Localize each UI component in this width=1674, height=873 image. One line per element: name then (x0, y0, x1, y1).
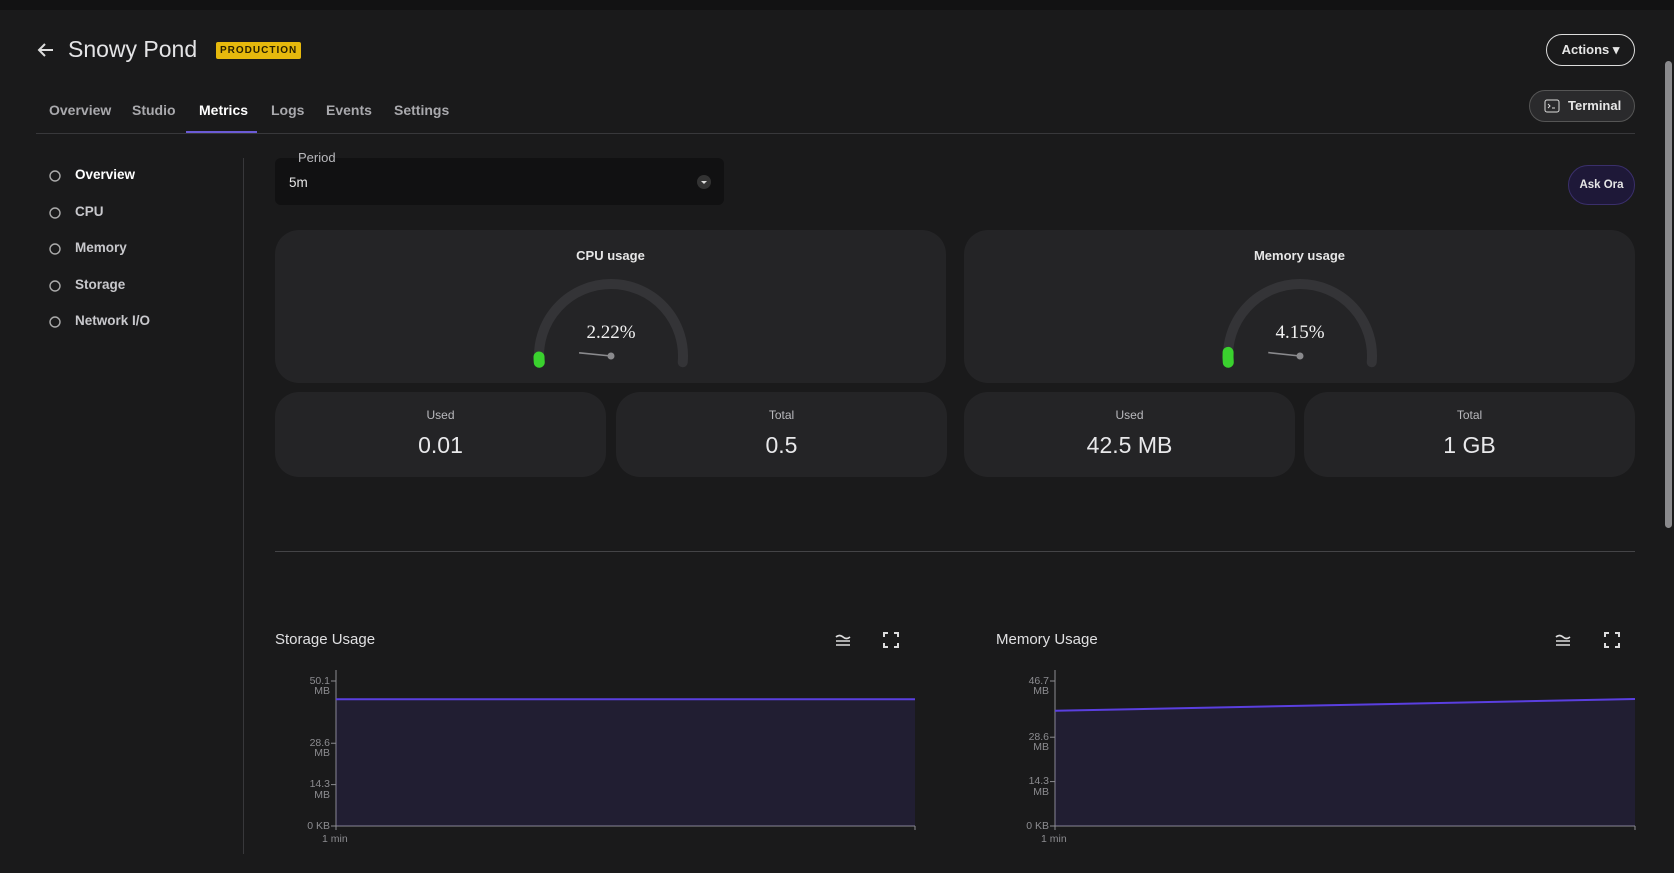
period-value: 5m (289, 175, 308, 190)
x-tick-label: 1 min (1041, 833, 1067, 845)
sidebar-item[interactable]: Memory (75, 240, 127, 255)
period-label: Period (298, 150, 336, 165)
area (336, 699, 915, 826)
title: Snowy Pond (68, 36, 198, 62)
actions-label: Actions (1561, 42, 1610, 57)
y-tick-label: 28.6 MB (1028, 730, 1049, 754)
gauge-needle (578, 351, 612, 357)
x-tick-label: 1 min (322, 833, 348, 845)
chart-title: Memory Usage (996, 631, 1098, 648)
terminal-label: Terminal (1568, 98, 1622, 113)
stat-value: 0.5 (765, 432, 798, 458)
icon-shape (49, 243, 61, 255)
sidebar-item[interactable]: Network I/O (75, 313, 151, 328)
tab[interactable]: Events (326, 102, 372, 118)
y-tick-label: 14.3 MB (1028, 775, 1049, 798)
actions-button[interactable]: Actions ▾ (1546, 34, 1635, 66)
terminal-button[interactable]: Terminal (1529, 90, 1635, 122)
line (1054, 698, 1636, 712)
sidebar-icon (49, 206, 61, 219)
y-tick-label: 0 KB (1026, 819, 1049, 832)
sidebar-item[interactable]: Storage (75, 276, 126, 292)
gauge-title: Memory usage (1253, 248, 1346, 263)
stat-card: Total 0.5 (616, 392, 947, 477)
chart-title: Storage Usage (275, 631, 376, 648)
sidebar-divider (243, 158, 244, 854)
section-divider (275, 551, 1635, 552)
stat-label: Used (426, 408, 455, 422)
tab[interactable]: Studio (132, 102, 176, 118)
legend-icon[interactable] (1555, 634, 1571, 646)
icon-shape (49, 279, 61, 292)
divider (36, 133, 1635, 134)
gauge: 2.22% (533, 279, 688, 368)
area (1055, 699, 1635, 826)
stat-card: Total 1 GB (1304, 392, 1635, 477)
fullscreen-icon[interactable] (1604, 632, 1620, 648)
scrollbar (1665, 61, 1672, 528)
sidebar-icon (49, 279, 61, 292)
sidebar-icon (49, 170, 61, 182)
stat-label: Used (1115, 408, 1144, 422)
stat-card: Used 0.01 (275, 392, 606, 477)
y-tick-label: 0 KB (307, 819, 330, 832)
gauge-pivot (1296, 352, 1304, 360)
stat-value: 1 GB (1443, 432, 1496, 458)
icon-shape (1555, 634, 1571, 646)
terminal-icon (1544, 99, 1560, 113)
sidebar-icon (49, 316, 61, 328)
fullscreen-icon[interactable] (883, 632, 899, 648)
gauge-value: 4.15% (1275, 322, 1324, 343)
gauge-track (534, 279, 688, 368)
y-tick-label: 46.7 MB (1028, 674, 1049, 697)
icon-shape (883, 632, 899, 648)
stat-value: 42.5 MB (1086, 432, 1173, 458)
gauge-value: 2.22% (586, 322, 635, 343)
icon-shape (1604, 632, 1620, 648)
tab[interactable]: Settings (394, 102, 450, 118)
gauge-title: CPU usage (576, 248, 645, 263)
icon-shape (835, 634, 851, 646)
badge: PRODUCTION (216, 42, 302, 59)
back-arrow[interactable] (37, 41, 55, 59)
ask-button[interactable]: Ask Ora (1568, 165, 1635, 205)
top-bar (0, 0, 1674, 10)
sidebar-item[interactable]: CPU (75, 203, 104, 219)
y-tick-label: 50.1 MB (309, 674, 330, 697)
gauge-track (1223, 279, 1377, 368)
dropdown-icon (697, 175, 711, 189)
legend-icon[interactable] (835, 634, 851, 646)
gauge-pivot (607, 352, 615, 360)
y-tick-label: 28.6 MB (309, 736, 330, 760)
period-select[interactable]: 5m (275, 158, 724, 205)
stat-label: Total (1456, 408, 1483, 422)
icon-shape (49, 316, 61, 328)
gauge-card: CPU usage 2.22% (275, 230, 946, 383)
stat-label: Total (768, 408, 795, 422)
gauge-needle (1268, 351, 1301, 357)
tab-underline (186, 131, 257, 133)
sidebar-item[interactable]: Overview (75, 167, 136, 182)
tab[interactable]: Metrics (199, 102, 249, 118)
tab[interactable]: Logs (271, 102, 305, 118)
icon-shape (49, 206, 61, 219)
stat-value: 0.01 (418, 432, 463, 458)
gauge: 4.15% (1222, 279, 1377, 368)
tab[interactable]: Overview (49, 102, 112, 118)
y-tick-label: 14.3 MB (309, 778, 330, 801)
icon-shape (49, 170, 61, 182)
gauge-card: Memory usage 4.15% (964, 230, 1635, 383)
stat-card: Used 42.5 MB (964, 392, 1295, 477)
sidebar-icon (49, 243, 61, 255)
